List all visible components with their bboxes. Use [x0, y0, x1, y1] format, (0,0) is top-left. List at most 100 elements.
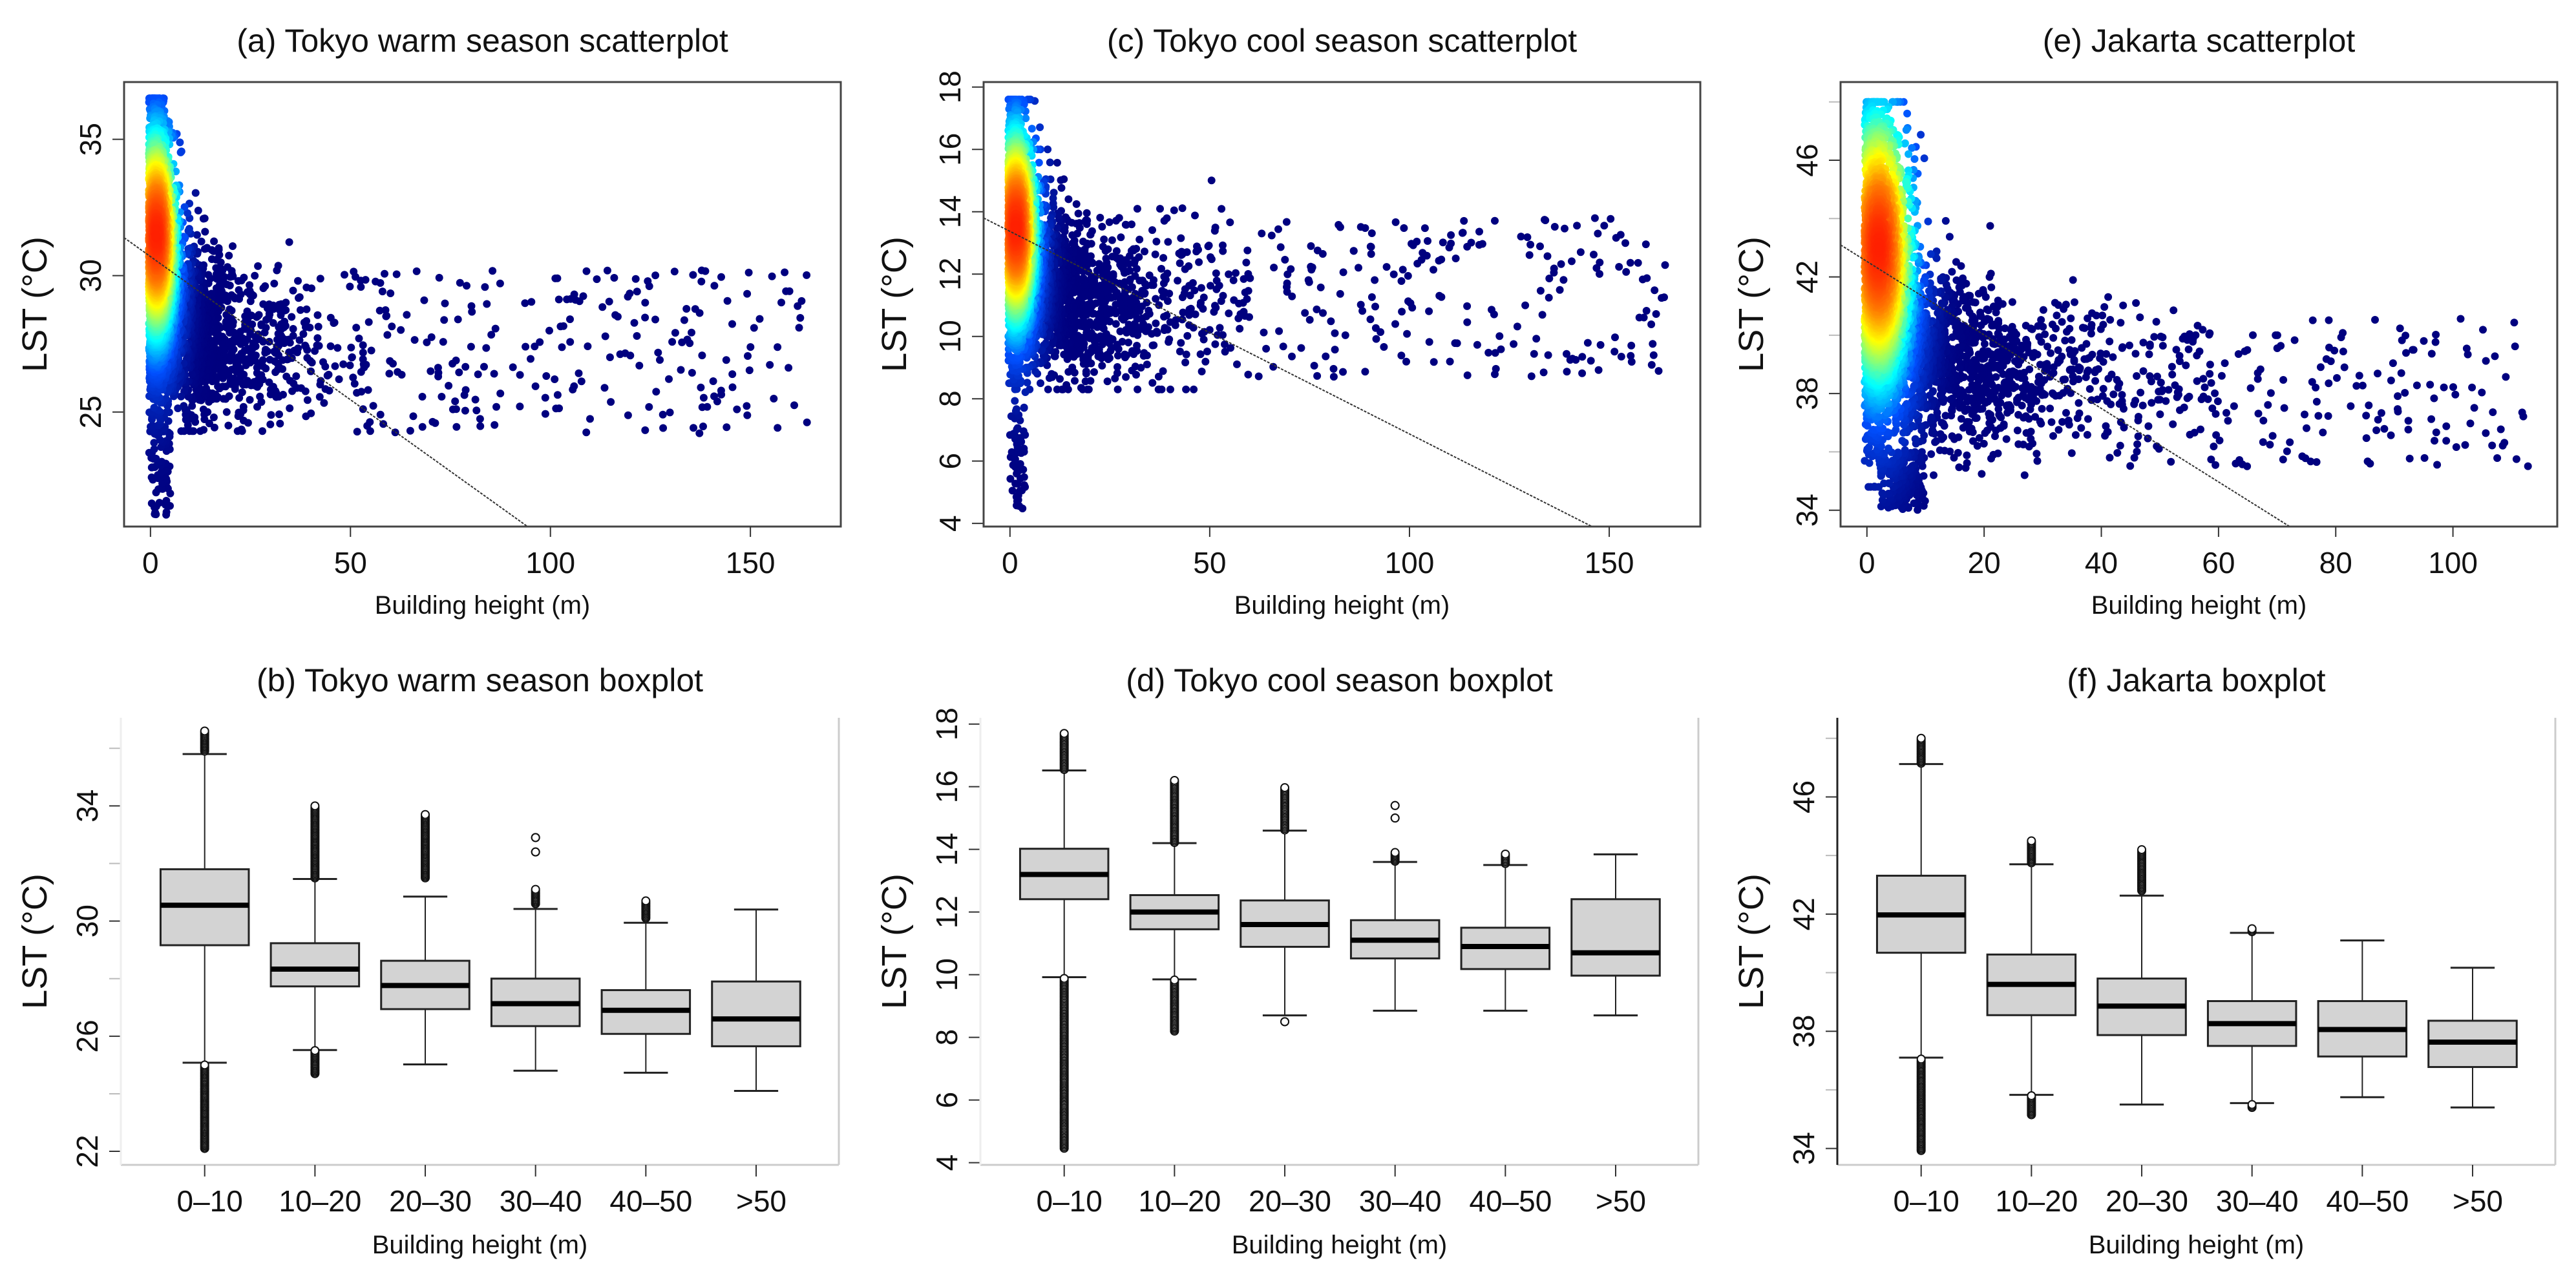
- scatter-point: [225, 251, 233, 260]
- scatter-point: [1425, 338, 1433, 346]
- scatter-point: [582, 267, 591, 275]
- scatter-point: [665, 375, 673, 383]
- scatter-point: [1497, 345, 1505, 353]
- scatter-point: [766, 361, 774, 369]
- scatter-point: [781, 268, 789, 277]
- scatter-point: [678, 338, 686, 346]
- x-tick-label: 150: [726, 546, 776, 580]
- scatter-point: [381, 269, 388, 278]
- scatter-point: [388, 322, 396, 331]
- scatter-point: [275, 410, 283, 419]
- scatter-point: [1651, 286, 1659, 295]
- scatter-point: [575, 369, 583, 377]
- scatter-point: [1283, 270, 1292, 278]
- scatter-point: [1270, 264, 1278, 272]
- scatter-point: [1336, 289, 1344, 298]
- scatter-point: [386, 357, 394, 365]
- scatter-point: [213, 270, 220, 278]
- scatter-point: [276, 419, 284, 428]
- scatter-point: [1152, 319, 1160, 328]
- scatter-point: [1152, 295, 1160, 303]
- scatter-point: [728, 370, 737, 379]
- scatter-point: [1307, 242, 1315, 250]
- scatter-point: [319, 358, 327, 366]
- scatter-point: [261, 349, 269, 357]
- scatter-point: [1596, 340, 1605, 349]
- scatter-point: [651, 315, 659, 324]
- x-axis-label: Building height (m): [375, 591, 591, 620]
- plot-frame: [123, 81, 842, 528]
- scatter-point: [1145, 271, 1154, 280]
- scatter-point: [1400, 224, 1408, 232]
- scatter-point: [1178, 293, 1187, 302]
- scatter-point: [147, 499, 156, 508]
- scatter-point: [601, 332, 609, 340]
- scatter-point: [1301, 309, 1309, 317]
- scatter-point: [1541, 216, 1548, 224]
- scatter-point: [1160, 326, 1168, 334]
- scatter-point: [1165, 338, 1173, 346]
- scatter-point: [1583, 339, 1592, 347]
- scatter-point: [382, 312, 390, 320]
- scatter-point: [341, 271, 348, 279]
- scatter-point: [254, 262, 262, 270]
- scatter-point: [744, 352, 752, 360]
- scatter-point: [1210, 308, 1218, 316]
- scatter-point: [1151, 250, 1159, 258]
- scatter-point: [744, 268, 753, 277]
- scatter-point: [188, 402, 196, 410]
- scatter-point: [1634, 258, 1642, 267]
- scatter-point: [427, 367, 435, 375]
- scatter-point: [1260, 328, 1268, 337]
- scatter-point: [1366, 315, 1375, 324]
- scatter-point: [607, 398, 615, 406]
- scatter-point: [303, 396, 311, 404]
- scatter-point: [1521, 301, 1530, 309]
- scatter-point: [1236, 324, 1244, 333]
- scatter-point: [1491, 370, 1499, 379]
- scatter-point: [456, 278, 464, 287]
- scatter-point: [147, 473, 156, 481]
- scatter-point: [234, 412, 242, 421]
- scatter-point: [743, 402, 751, 410]
- scatter-point: [1154, 372, 1163, 381]
- scatter-point: [697, 266, 706, 275]
- scatter-point: [1182, 350, 1190, 359]
- scatter-point: [586, 415, 594, 423]
- scatter-point: [1621, 239, 1629, 247]
- scatter-point: [1339, 368, 1347, 376]
- scatter-point: [219, 395, 227, 403]
- scatter-point: [1607, 214, 1615, 223]
- scatter-point: [265, 378, 273, 386]
- scatter-point: [246, 281, 254, 289]
- scatter-point: [353, 389, 361, 397]
- scatter-point: [1561, 224, 1568, 233]
- y-tick-label: 18: [933, 70, 967, 103]
- scatter-point: [302, 305, 311, 313]
- scatter-point: [259, 300, 268, 308]
- scatter-point: [257, 320, 266, 328]
- scatter-point: [212, 264, 220, 272]
- scatter-point: [359, 348, 367, 357]
- scatter-point: [1652, 310, 1660, 318]
- scatter-point: [410, 336, 419, 344]
- scatter-point: [1331, 346, 1339, 354]
- scatter-point: [1578, 369, 1587, 377]
- scatter-point: [463, 282, 470, 290]
- scatter-point: [710, 282, 719, 290]
- scatter-point: [1463, 302, 1472, 310]
- scatter-point: [1661, 261, 1669, 269]
- chart-title: (c) Tokyo cool season scatterplot: [1107, 23, 1577, 59]
- scatter-point: [668, 338, 677, 346]
- scatter-point: [262, 316, 270, 324]
- scatter-point: [1367, 293, 1376, 301]
- scatter-point: [270, 279, 279, 288]
- scatter-point: [551, 274, 560, 282]
- scatter-point: [556, 322, 565, 331]
- scatter-point: [509, 363, 517, 371]
- scatter-point: [682, 305, 691, 313]
- scatter-point: [1617, 353, 1625, 361]
- scatter-point: [774, 424, 782, 432]
- scatter-point: [610, 274, 618, 282]
- scatter-point: [1358, 307, 1367, 315]
